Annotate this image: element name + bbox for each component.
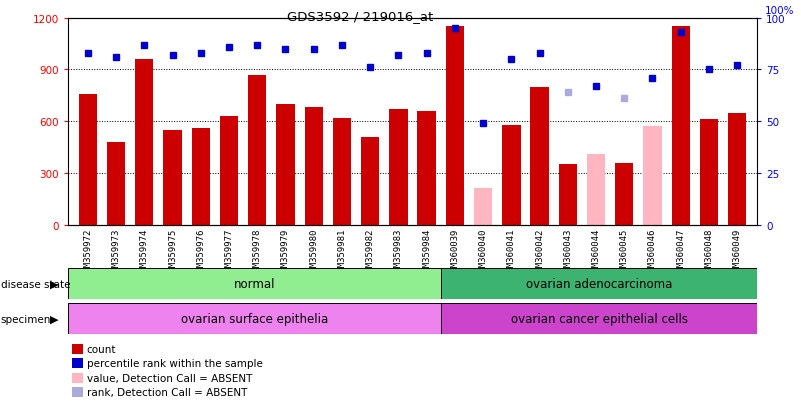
Bar	[587, 154, 606, 225]
Bar	[441, 304, 757, 335]
Text: ▶: ▶	[50, 314, 58, 324]
Text: normal: normal	[234, 278, 276, 290]
Text: ▶: ▶	[50, 279, 58, 289]
Bar	[361, 137, 380, 225]
Bar	[502, 125, 521, 225]
Text: specimen: specimen	[1, 314, 51, 324]
Text: 100%: 100%	[765, 6, 795, 16]
Bar	[107, 142, 125, 225]
Bar	[163, 131, 182, 225]
Bar	[248, 75, 267, 225]
Bar	[332, 119, 351, 225]
Bar	[445, 27, 464, 225]
Bar	[643, 127, 662, 225]
Text: disease state: disease state	[1, 279, 70, 289]
Text: count: count	[87, 344, 116, 354]
Bar	[441, 268, 757, 299]
Bar	[135, 60, 154, 225]
Bar	[474, 189, 493, 225]
Text: ovarian adenocarcinoma: ovarian adenocarcinoma	[526, 278, 672, 290]
Bar	[615, 163, 634, 225]
Bar	[728, 113, 747, 225]
Bar	[276, 104, 295, 225]
Bar	[700, 120, 718, 225]
Bar	[417, 112, 436, 225]
Bar	[389, 110, 408, 225]
Bar	[191, 129, 210, 225]
Bar	[304, 108, 323, 225]
Bar	[68, 268, 441, 299]
Bar	[530, 88, 549, 225]
Bar	[558, 165, 577, 225]
Bar	[219, 116, 238, 225]
Text: ovarian cancer epithelial cells: ovarian cancer epithelial cells	[510, 313, 687, 325]
Text: percentile rank within the sample: percentile rank within the sample	[87, 358, 263, 368]
Text: value, Detection Call = ABSENT: value, Detection Call = ABSENT	[87, 373, 252, 383]
Text: ovarian surface epithelia: ovarian surface epithelia	[181, 313, 328, 325]
Bar	[671, 27, 690, 225]
Bar	[68, 304, 441, 335]
Text: rank, Detection Call = ABSENT: rank, Detection Call = ABSENT	[87, 387, 247, 397]
Bar	[78, 94, 97, 225]
Text: GDS3592 / 219016_at: GDS3592 / 219016_at	[288, 10, 433, 23]
